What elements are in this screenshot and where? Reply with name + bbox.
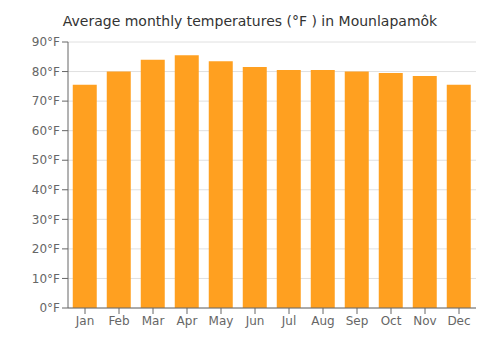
svg-text:30°F: 30°F [32, 213, 60, 227]
svg-text:Sep: Sep [346, 314, 369, 328]
svg-text:40°F: 40°F [32, 183, 60, 197]
svg-text:90°F: 90°F [32, 35, 60, 49]
svg-text:20°F: 20°F [32, 242, 60, 256]
svg-text:10°F: 10°F [32, 272, 60, 286]
svg-text:Jun: Jun [245, 314, 265, 328]
svg-text:Feb: Feb [108, 314, 129, 328]
svg-text:70°F: 70°F [32, 94, 60, 108]
svg-text:Oct: Oct [381, 314, 402, 328]
svg-text:0°F: 0°F [39, 301, 60, 315]
svg-text:Dec: Dec [447, 314, 470, 328]
svg-text:Nov: Nov [413, 314, 436, 328]
svg-text:50°F: 50°F [32, 153, 60, 167]
svg-text:Apr: Apr [177, 314, 198, 328]
svg-text:Aug: Aug [311, 314, 334, 328]
svg-text:Jul: Jul [281, 314, 296, 328]
html-text:Average monthly temperatures (: Average monthly temperatures (°F ) in Mo… [62, 13, 438, 29]
svg-text:May: May [209, 314, 234, 328]
svg-text:Jan: Jan [75, 314, 95, 328]
svg-text:80°F: 80°F [32, 65, 60, 79]
svg-text:Mar: Mar [142, 314, 165, 328]
svg-text:60°F: 60°F [32, 124, 60, 138]
